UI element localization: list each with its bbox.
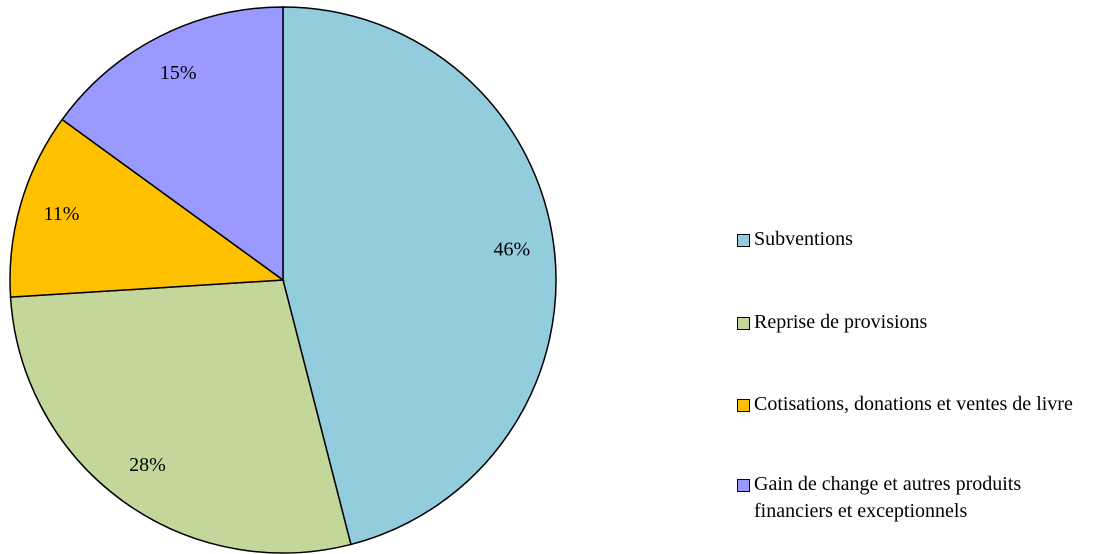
legend-label: Gain de change et autres produits financ… bbox=[754, 473, 1022, 522]
legend-swatch bbox=[737, 479, 750, 492]
pie-slice bbox=[9, 279, 352, 554]
legend-item: Gain de change et autres produits financ… bbox=[737, 471, 1082, 525]
legend-label: Cotisations, donations et ventes de livr… bbox=[754, 393, 1073, 415]
legend-swatch bbox=[737, 399, 750, 412]
legend-label: Subventions bbox=[754, 228, 853, 250]
data-label: 28% bbox=[129, 454, 166, 476]
data-label: 11% bbox=[44, 203, 80, 225]
pie-slice bbox=[9, 118, 286, 298]
pie-slice bbox=[61, 6, 284, 282]
chart: 46% 28% 11% 15% bbox=[9, 6, 557, 554]
pie-slice bbox=[282, 6, 557, 546]
data-label: 46% bbox=[494, 239, 531, 261]
legend-item: Subventions bbox=[737, 226, 1082, 253]
legend-label: Reprise de provisions bbox=[754, 311, 928, 333]
legend-swatch bbox=[737, 234, 750, 247]
data-label: 15% bbox=[160, 62, 197, 84]
legend-item: Cotisations, donations et ventes de livr… bbox=[737, 391, 1082, 418]
legend-item: Reprise de provisions bbox=[737, 309, 1082, 336]
legend-swatch bbox=[737, 317, 750, 330]
